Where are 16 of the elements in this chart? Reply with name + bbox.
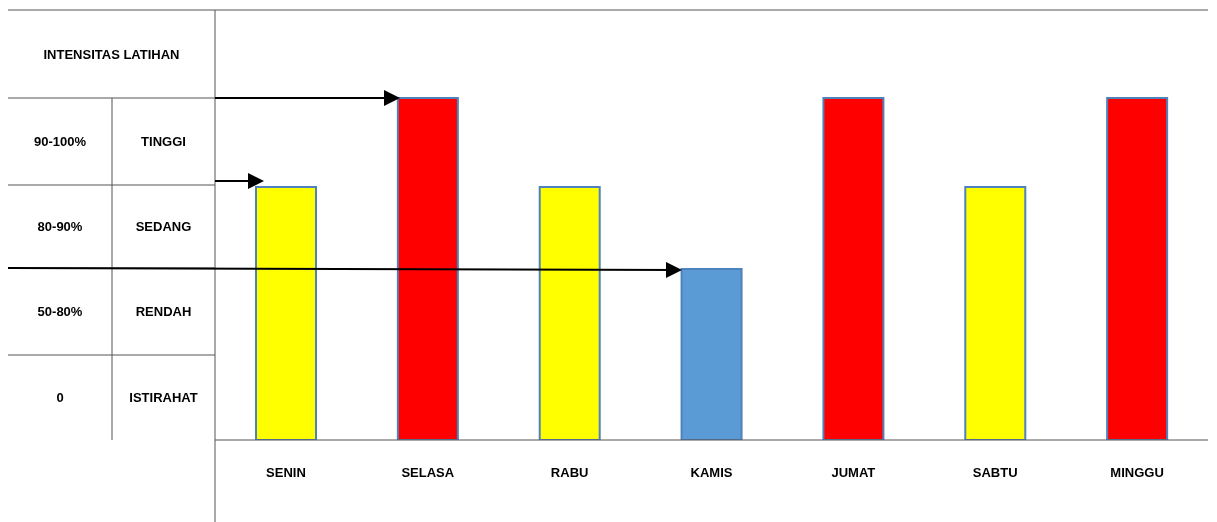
x-tick-label: JUMAT <box>831 465 876 481</box>
x-tick-label: SENIN <box>266 465 306 481</box>
text: 50-80% <box>36 303 84 321</box>
text: 90-100% <box>32 133 87 151</box>
x-tick-label: SABTU <box>972 465 1018 481</box>
text: SEDANG <box>134 218 193 236</box>
x-tick-label: MINGGU <box>1110 465 1164 481</box>
text: RENDAH <box>134 303 193 321</box>
x-tick-label: SELASA <box>401 465 455 481</box>
text: TINGGI <box>140 133 187 151</box>
x-tick-label: RABU <box>550 465 589 481</box>
text: 80-90% <box>36 218 84 236</box>
text: ISTIRAHAT <box>128 389 199 407</box>
x-tick-label: KAMIS <box>690 465 733 481</box>
text: 0 <box>55 389 65 407</box>
text: INTENSITAS LATIHAN <box>42 45 181 64</box>
